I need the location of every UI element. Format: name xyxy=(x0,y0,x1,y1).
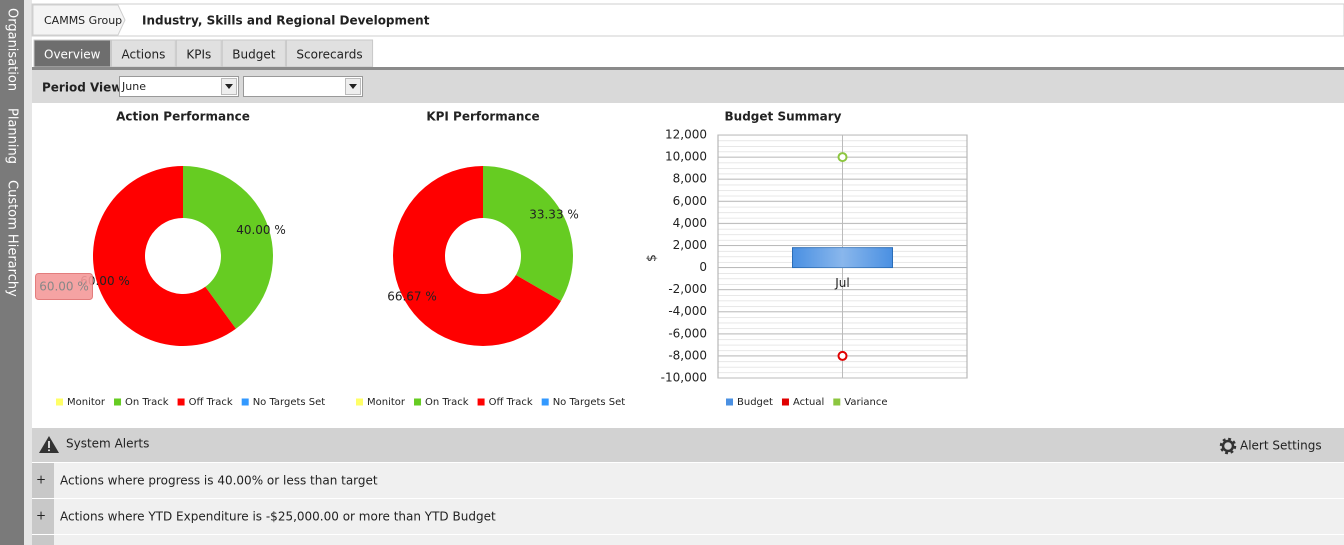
x-tick-label: Jul xyxy=(834,276,849,290)
legend-label: Monitor xyxy=(67,397,106,408)
y-tick-label: 10,000 xyxy=(665,150,707,164)
sidebar-item[interactable]: Planning xyxy=(5,108,20,164)
tab-label[interactable]: KPIs xyxy=(186,48,211,62)
breadcrumb-title: Industry, Skills and Regional Developmen… xyxy=(142,14,430,28)
alert-row xyxy=(54,463,1344,498)
gear-icon[interactable] xyxy=(1219,437,1237,455)
donut-slice xyxy=(92,166,236,346)
y-axis-label: $ xyxy=(645,254,659,262)
legend-label: Monitor xyxy=(367,397,406,408)
point xyxy=(837,350,848,361)
tab[interactable] xyxy=(285,39,374,68)
point xyxy=(837,152,848,163)
legend-swatch xyxy=(56,398,63,406)
legend-label: Variance xyxy=(844,397,887,408)
legend-swatch xyxy=(114,398,122,406)
bar-shine xyxy=(792,247,893,268)
alerts-header xyxy=(32,428,1344,462)
legend-swatch xyxy=(241,398,249,406)
chart-title: Action Performance xyxy=(116,110,250,124)
y-tick-label: 2,000 xyxy=(673,238,707,252)
legend-label: On Track xyxy=(125,397,169,408)
period-select[interactable] xyxy=(119,76,239,97)
donut-slice xyxy=(483,166,573,301)
tab-label[interactable]: Budget xyxy=(232,48,275,62)
tab-label[interactable]: Actions xyxy=(122,48,166,62)
donut-slice xyxy=(393,166,561,346)
legend-swatch xyxy=(477,398,485,406)
alert-toggle-cell[interactable] xyxy=(32,463,54,498)
tab-label[interactable]: Scorecards xyxy=(296,48,362,62)
period-selected[interactable]: June xyxy=(121,80,146,93)
legend-swatch xyxy=(541,398,549,406)
warning-mark xyxy=(48,441,50,448)
data-label: 40.00 % xyxy=(236,223,286,237)
y-tick-label: 8,000 xyxy=(673,172,707,186)
legend-label: No Targets Set xyxy=(553,397,626,408)
warning-dot xyxy=(48,449,50,452)
chart-title: Budget Summary xyxy=(725,110,842,124)
y-tick-label: -10,000 xyxy=(661,371,707,385)
alert-settings[interactable]: Alert Settings xyxy=(1240,439,1322,453)
alert-row xyxy=(54,535,1344,545)
legend-swatch xyxy=(356,398,363,406)
select-arrow xyxy=(349,84,357,89)
legend-swatch xyxy=(781,398,789,406)
y-tick-label: -2,000 xyxy=(668,282,707,296)
tab[interactable] xyxy=(175,39,222,68)
tooltip xyxy=(35,273,93,300)
sidebar-item[interactable]: Custom Hierarchy xyxy=(5,180,20,297)
tab-label[interactable]: Overview xyxy=(44,48,101,62)
alert-text: Actions where YTD Expenditure is -$25,00… xyxy=(60,510,496,524)
tooltip-text: 60.00 % xyxy=(39,280,89,294)
tab[interactable] xyxy=(221,39,286,68)
y-tick-label: -4,000 xyxy=(668,304,707,318)
breadcrumb-root-box[interactable] xyxy=(32,4,126,36)
alert-toggle[interactable]: + xyxy=(36,509,46,523)
legend-label: No Targets Set xyxy=(253,397,326,408)
legend-label: Budget xyxy=(737,397,773,408)
y-tick-label: 4,000 xyxy=(673,216,707,230)
alerts-title: System Alerts xyxy=(66,437,149,451)
legend-label: Actual xyxy=(793,397,824,408)
donut-slice xyxy=(183,166,273,329)
alert-toggle-cell xyxy=(32,535,54,545)
sidebar-item[interactable]: Organisation xyxy=(5,8,20,91)
data-label: 66.67 % xyxy=(387,290,437,304)
y-tick-label: -8,000 xyxy=(668,348,707,362)
legend-swatch xyxy=(177,398,185,406)
sidebar-gap xyxy=(24,0,32,545)
legend-label: On Track xyxy=(425,397,469,408)
chart-title: KPI Performance xyxy=(426,110,539,124)
legend-swatch xyxy=(833,398,841,406)
y-tick-label: 0 xyxy=(699,260,707,274)
y-tick-label: -6,000 xyxy=(668,326,707,340)
sidebar xyxy=(0,0,24,545)
legend-swatch xyxy=(414,398,422,406)
alert-toggle[interactable]: + xyxy=(36,473,46,487)
y-tick-label: 12,000 xyxy=(665,128,707,142)
period-label: Period View xyxy=(42,81,122,95)
select-arrow xyxy=(225,84,233,89)
legend-swatch xyxy=(726,398,733,406)
tab-underline xyxy=(32,67,1344,70)
data-label: 33.33 % xyxy=(529,207,579,221)
legend-label: Off Track xyxy=(489,397,533,408)
legend-label: Off Track xyxy=(189,397,233,408)
y-tick-label: 6,000 xyxy=(673,194,707,208)
breadcrumb-root[interactable]: CAMMS Group xyxy=(44,14,122,27)
alert-text: Actions where progress is 40.00% or less… xyxy=(60,474,378,488)
breadcrumb-bar xyxy=(31,3,1344,37)
alert-row xyxy=(54,499,1344,534)
period-select-2[interactable] xyxy=(243,76,363,97)
alert-toggle-cell[interactable] xyxy=(32,499,54,534)
